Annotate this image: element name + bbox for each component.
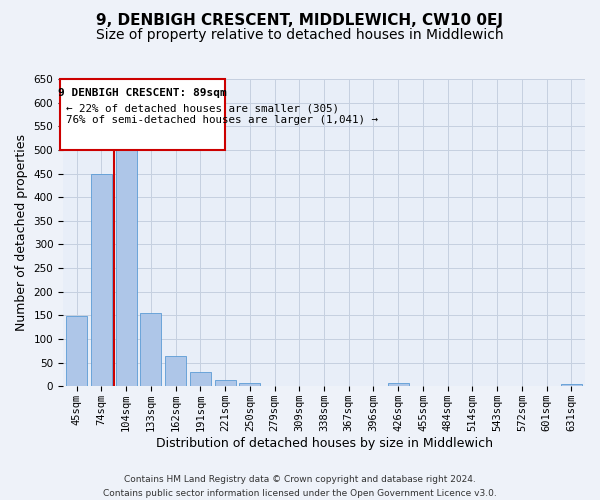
Bar [561,384,582,386]
Bar [66,316,87,386]
Bar [190,372,211,386]
X-axis label: Distribution of detached houses by size in Middlewich: Distribution of detached houses by size … [155,437,493,450]
Bar [91,174,112,386]
Bar [165,356,186,386]
Bar [388,383,409,386]
Y-axis label: Number of detached properties: Number of detached properties [15,134,28,331]
Bar [239,383,260,386]
Text: 76% of semi-detached houses are larger (1,041) →: 76% of semi-detached houses are larger (… [66,115,378,125]
Text: Size of property relative to detached houses in Middlewich: Size of property relative to detached ho… [96,28,504,42]
Bar [116,148,137,386]
Text: 9 DENBIGH CRESCENT: 89sqm: 9 DENBIGH CRESCENT: 89sqm [58,88,227,98]
Text: ← 22% of detached houses are smaller (305): ← 22% of detached houses are smaller (30… [66,103,339,113]
Text: 9, DENBIGH CRESCENT, MIDDLEWICH, CW10 0EJ: 9, DENBIGH CRESCENT, MIDDLEWICH, CW10 0E… [97,12,503,28]
Bar [140,313,161,386]
Text: Contains HM Land Registry data © Crown copyright and database right 2024.
Contai: Contains HM Land Registry data © Crown c… [103,476,497,498]
Bar [215,380,236,386]
